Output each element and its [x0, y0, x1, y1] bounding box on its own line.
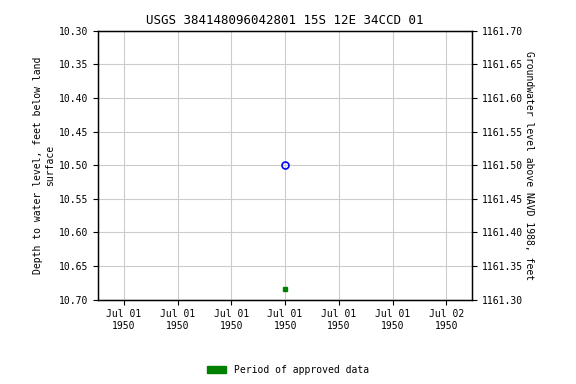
Y-axis label: Depth to water level, feet below land
surface: Depth to water level, feet below land su…: [33, 56, 55, 274]
Y-axis label: Groundwater level above NAVD 1988, feet: Groundwater level above NAVD 1988, feet: [524, 51, 535, 280]
Title: USGS 384148096042801 15S 12E 34CCD 01: USGS 384148096042801 15S 12E 34CCD 01: [146, 14, 424, 27]
Legend: Period of approved data: Period of approved data: [203, 361, 373, 379]
